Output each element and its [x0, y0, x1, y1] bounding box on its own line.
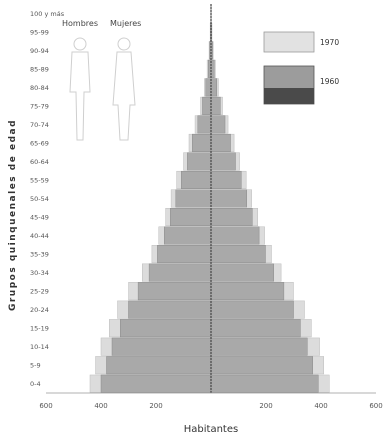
bar-female-1960-25-29	[211, 282, 284, 300]
bar-female-1960-15-19	[211, 319, 300, 337]
x-axis-title: Habitantes	[184, 424, 238, 435]
bar-male-1960-0-4	[101, 375, 211, 393]
x-tick-label: 400	[94, 402, 107, 410]
bar-male-1960-50-54	[176, 190, 211, 208]
bar-female-1960-45-49	[211, 208, 252, 226]
x-tick-label: 400	[314, 402, 327, 410]
age-group-label: 60-64	[30, 158, 49, 166]
bar-male-1960-20-24	[129, 301, 212, 319]
bar-female-1960-65-69	[211, 134, 231, 152]
gender-label-male: Hombres	[62, 19, 98, 28]
age-group-label: 5-9	[30, 362, 41, 370]
age-group-label: 15-19	[30, 325, 49, 333]
bar-male-1960-10-14	[112, 338, 211, 356]
bar-male-1960-55-59	[181, 171, 211, 189]
age-group-label: 100 y más	[30, 10, 65, 18]
bar-male-1960-75-79	[202, 97, 211, 115]
bar-female-1960-60-64	[211, 153, 235, 171]
age-group-label: 90-94	[30, 47, 49, 55]
age-group-label: 25-29	[30, 288, 49, 296]
bar-male-1960-70-74	[198, 116, 211, 134]
bar-female-1960-70-74	[211, 116, 225, 134]
age-group-label: 70-74	[30, 121, 49, 129]
legend-swatch-1960-dark	[264, 88, 314, 104]
bar-female-1960-5-9	[211, 356, 313, 374]
bar-male-1960-65-69	[192, 134, 211, 152]
bar-female-1960-40-44	[211, 227, 259, 245]
gender-label-female: Mujeres	[110, 19, 141, 28]
age-group-label: 50-54	[30, 195, 49, 203]
age-group-label: 95-99	[30, 28, 49, 36]
bar-female-1960-10-14	[211, 338, 307, 356]
age-group-label: 20-24	[30, 306, 49, 314]
bar-female-1960-0-4	[211, 375, 318, 393]
x-tick-label: 600	[39, 402, 52, 410]
bar-female-1960-35-39	[211, 245, 265, 263]
legend-label-1960: 1960	[320, 77, 339, 86]
bar-male-1960-60-64	[187, 153, 211, 171]
bar-male-1960-80-84	[206, 79, 211, 97]
age-group-label: 0-4	[30, 380, 41, 388]
y-axis-title: Grupos quinquenales de edad	[8, 119, 18, 311]
legend-label-1970: 1970	[320, 38, 339, 47]
legend-swatch-1970	[264, 32, 314, 52]
bar-female-1960-75-79	[211, 97, 220, 115]
x-tick-label: 200	[149, 402, 162, 410]
age-group-label: 45-49	[30, 214, 49, 222]
legend: 1970 1960	[264, 32, 339, 104]
age-group-label: 80-84	[30, 84, 49, 92]
age-group-label: 40-44	[30, 232, 49, 240]
age-group-label: 65-69	[30, 139, 49, 147]
bar-male-1960-30-34	[149, 264, 211, 282]
bar-male-1960-45-49	[170, 208, 211, 226]
x-tick-labels: 600 400 200 200 400 600	[39, 402, 382, 410]
bar-male-1960-40-44	[164, 227, 211, 245]
age-group-label: 35-39	[30, 251, 49, 259]
age-group-label: 75-79	[30, 102, 49, 110]
bar-male-1960-5-9	[107, 356, 212, 374]
age-group-label: 85-89	[30, 65, 49, 73]
bars-layer	[90, 5, 329, 393]
bar-female-1960-80-84	[211, 79, 217, 97]
male-figure-icon	[70, 38, 90, 140]
bar-female-1960-30-34	[211, 264, 274, 282]
age-group-label: 55-59	[30, 176, 49, 184]
age-group-label: 10-14	[30, 343, 49, 351]
bar-female-1960-50-54	[211, 190, 247, 208]
female-figure-icon	[113, 38, 135, 140]
x-tick-label: 600	[369, 402, 382, 410]
bar-male-1960-15-19	[120, 319, 211, 337]
bar-female-1960-55-59	[211, 171, 241, 189]
age-group-labels: 0-4 5-9 10-14 15-19 20-24 25-29 30-34 35-39 40-4…	[30, 10, 65, 388]
bar-male-1960-35-39	[157, 245, 211, 263]
age-group-label: 30-34	[30, 269, 49, 277]
bar-female-1960-20-24	[211, 301, 294, 319]
bar-male-1960-25-29	[138, 282, 211, 300]
x-tick-label: 200	[259, 402, 272, 410]
